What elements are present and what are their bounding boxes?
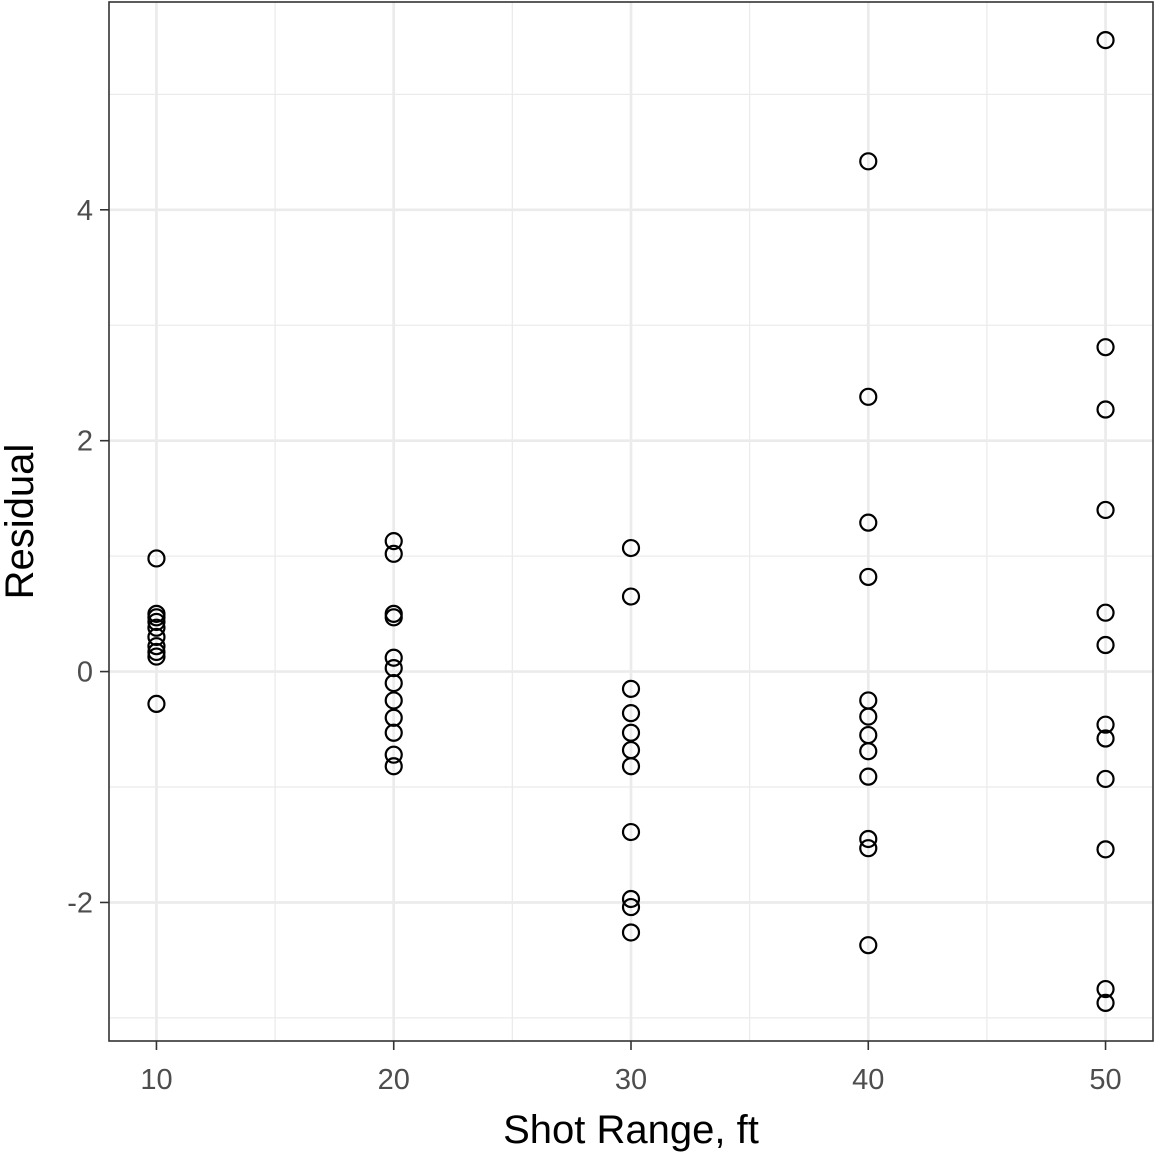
data-point: [384, 745, 403, 764]
data-point: [859, 767, 878, 786]
data-point: [621, 757, 641, 776]
x-axis-ticks: 10 20 30 40 50: [140, 1041, 1122, 1096]
data-point: [147, 694, 166, 714]
x-tick-label: 40: [852, 1064, 884, 1096]
data-point: [621, 723, 641, 742]
data-point: [621, 923, 641, 942]
data-point: [621, 679, 641, 698]
data-point: [859, 839, 878, 858]
data-point: [384, 723, 403, 742]
y-axis-title: Residual: [0, 444, 42, 600]
data-points: [147, 30, 1115, 1013]
data-point: [859, 742, 878, 761]
y-axis-ticks: -2 0 2 4: [67, 195, 109, 919]
x-tick-label: 10: [140, 1064, 172, 1096]
data-point: [147, 647, 166, 666]
data-point: [1096, 338, 1115, 357]
data-point: [859, 152, 878, 171]
data-point: [384, 674, 403, 693]
data-point: [384, 691, 403, 710]
data-point: [859, 707, 878, 726]
data-point: [384, 757, 403, 776]
data-point: [1096, 979, 1115, 999]
major-gridlines: [109, 2, 1153, 1041]
data-point: [1096, 500, 1115, 520]
data-point: [147, 637, 166, 656]
data-point: [1096, 603, 1115, 622]
data-point: [147, 549, 166, 568]
data-point: [147, 642, 166, 662]
data-point: [859, 936, 878, 955]
y-tick-label: 2: [77, 426, 93, 458]
data-point: [1096, 635, 1115, 655]
x-axis-title: Shot Range, ft: [503, 1108, 759, 1152]
data-point: [1096, 840, 1115, 859]
data-point: [621, 704, 641, 723]
x-tick-label: 30: [615, 1064, 647, 1096]
data-point: [621, 587, 641, 606]
x-tick-label: 50: [1089, 1064, 1121, 1096]
data-point: [621, 822, 641, 842]
data-point: [384, 544, 403, 563]
data-point: [1096, 729, 1115, 748]
y-tick-label: 4: [77, 195, 93, 227]
data-point: [1096, 715, 1115, 734]
data-point: [621, 538, 641, 558]
data-point: [147, 618, 166, 637]
data-point: [1096, 30, 1115, 50]
x-tick-label: 20: [378, 1064, 410, 1096]
data-point: [621, 889, 641, 909]
data-point: [859, 513, 878, 532]
data-point: [384, 648, 403, 667]
data-point: [1096, 400, 1115, 419]
data-point: [1096, 769, 1115, 789]
data-point: [859, 567, 878, 587]
data-point: [384, 608, 403, 627]
data-point: [859, 387, 878, 406]
data-point: [1096, 993, 1115, 1013]
data-point: [384, 532, 403, 551]
y-tick-label: 0: [77, 657, 93, 689]
data-point: [147, 608, 166, 627]
data-point: [859, 829, 878, 849]
data-point: [621, 897, 641, 917]
y-tick-label: -2: [67, 887, 93, 919]
